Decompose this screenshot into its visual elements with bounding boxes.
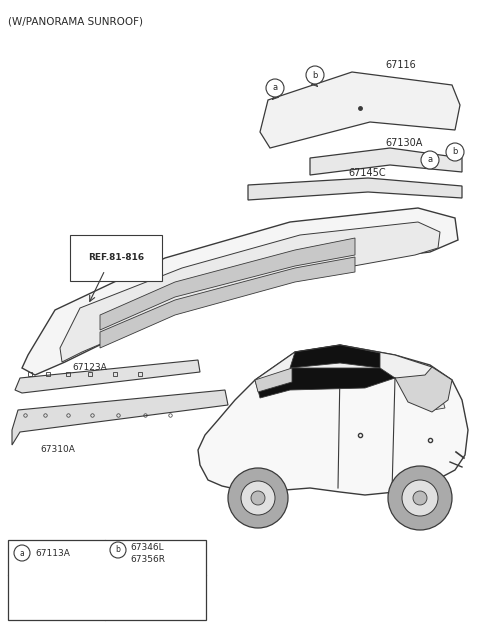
Polygon shape (395, 367, 452, 412)
Text: 67310A: 67310A (40, 445, 75, 454)
Polygon shape (115, 595, 125, 605)
Polygon shape (290, 345, 380, 368)
Text: a: a (273, 84, 277, 93)
Polygon shape (100, 257, 355, 348)
Text: 67130A: 67130A (385, 138, 422, 148)
Text: REF.81-816: REF.81-816 (88, 253, 144, 263)
Polygon shape (255, 345, 452, 390)
Polygon shape (255, 368, 292, 392)
Text: a: a (20, 549, 24, 558)
Circle shape (228, 468, 288, 528)
Circle shape (110, 542, 126, 558)
Polygon shape (198, 345, 468, 495)
Polygon shape (15, 360, 200, 393)
Text: (W/PANORAMA SUNROOF): (W/PANORAMA SUNROOF) (8, 16, 143, 26)
Polygon shape (12, 390, 228, 445)
Text: 67113A: 67113A (35, 549, 70, 558)
Circle shape (251, 491, 265, 505)
Circle shape (241, 481, 275, 515)
Circle shape (421, 151, 439, 169)
Circle shape (413, 491, 427, 505)
Text: 67123A: 67123A (72, 362, 107, 372)
Text: b: b (116, 546, 120, 554)
Text: 67116: 67116 (385, 60, 416, 70)
Polygon shape (42, 583, 68, 590)
Text: 67346L: 67346L (130, 542, 164, 551)
Polygon shape (310, 148, 462, 175)
Text: 67145C: 67145C (348, 168, 385, 178)
Polygon shape (432, 398, 445, 410)
Circle shape (14, 545, 30, 561)
Text: b: b (312, 71, 318, 79)
Polygon shape (260, 72, 460, 148)
Polygon shape (100, 238, 355, 330)
Circle shape (266, 79, 284, 97)
Polygon shape (258, 368, 395, 398)
Text: 67356R: 67356R (130, 556, 165, 564)
FancyBboxPatch shape (8, 540, 206, 620)
Polygon shape (185, 595, 202, 603)
Text: a: a (427, 156, 432, 164)
Circle shape (402, 480, 438, 516)
Circle shape (306, 66, 324, 84)
Polygon shape (22, 208, 458, 375)
Polygon shape (248, 178, 462, 200)
Circle shape (446, 143, 464, 161)
Polygon shape (60, 222, 440, 362)
Circle shape (388, 466, 452, 530)
Circle shape (47, 600, 63, 616)
Text: b: b (452, 147, 458, 156)
